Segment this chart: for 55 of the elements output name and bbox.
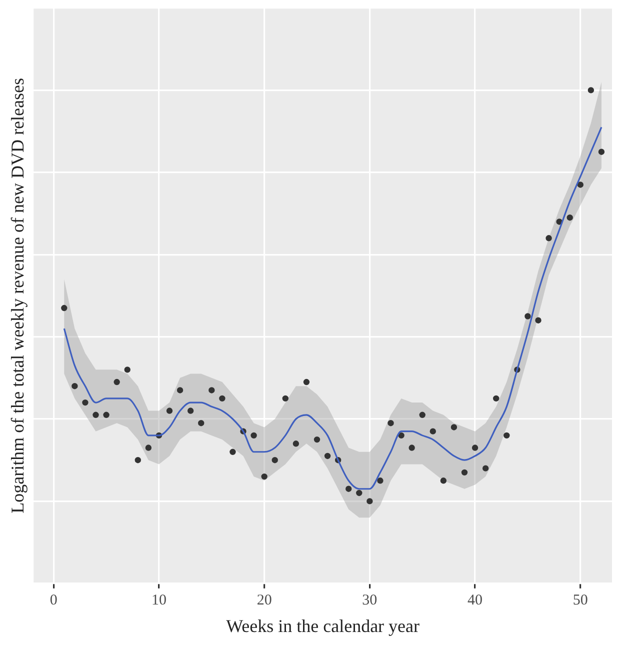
point <box>72 383 78 390</box>
point <box>282 395 288 402</box>
point <box>92 412 99 418</box>
point <box>261 473 268 480</box>
point <box>208 387 215 394</box>
point <box>103 412 110 418</box>
point <box>535 317 542 324</box>
x-tick-label: 20 <box>256 592 272 608</box>
point <box>303 378 310 386</box>
point <box>482 465 489 472</box>
point <box>166 408 173 414</box>
x-tick-label: 10 <box>151 592 166 608</box>
point <box>219 395 226 402</box>
point <box>377 478 384 484</box>
point <box>524 313 531 320</box>
point <box>440 478 447 484</box>
point <box>398 432 404 439</box>
point <box>114 378 120 386</box>
point <box>292 440 300 447</box>
x-tick-label: 30 <box>362 592 378 608</box>
point <box>250 432 257 439</box>
point <box>230 448 236 455</box>
point <box>134 457 141 464</box>
point <box>324 452 331 460</box>
point <box>430 428 436 434</box>
x-axis-title: Weeks in the calendar year <box>226 616 420 636</box>
point <box>176 387 184 394</box>
point <box>61 304 68 312</box>
point <box>566 214 573 221</box>
point <box>124 366 130 373</box>
point <box>588 87 594 94</box>
point <box>419 412 426 418</box>
point <box>82 399 88 406</box>
point <box>598 148 605 155</box>
point <box>577 182 584 188</box>
point <box>546 235 552 242</box>
x-tick-label: 0 <box>50 592 58 608</box>
x-tick-label: 50 <box>572 592 588 608</box>
point <box>187 408 194 414</box>
x-tick-label: 40 <box>468 592 483 608</box>
point <box>472 444 478 451</box>
point <box>408 444 415 451</box>
point <box>356 490 362 496</box>
point <box>493 395 500 402</box>
y-axis-title: Logarithm of the total weekly revenue of new DVD releases <box>8 78 28 514</box>
point <box>314 436 320 443</box>
point <box>145 444 152 451</box>
point <box>198 420 204 426</box>
point <box>272 457 278 464</box>
point <box>366 498 373 504</box>
point <box>346 486 352 492</box>
point <box>461 469 468 476</box>
point <box>388 420 394 426</box>
point <box>450 424 458 430</box>
point <box>504 432 510 439</box>
